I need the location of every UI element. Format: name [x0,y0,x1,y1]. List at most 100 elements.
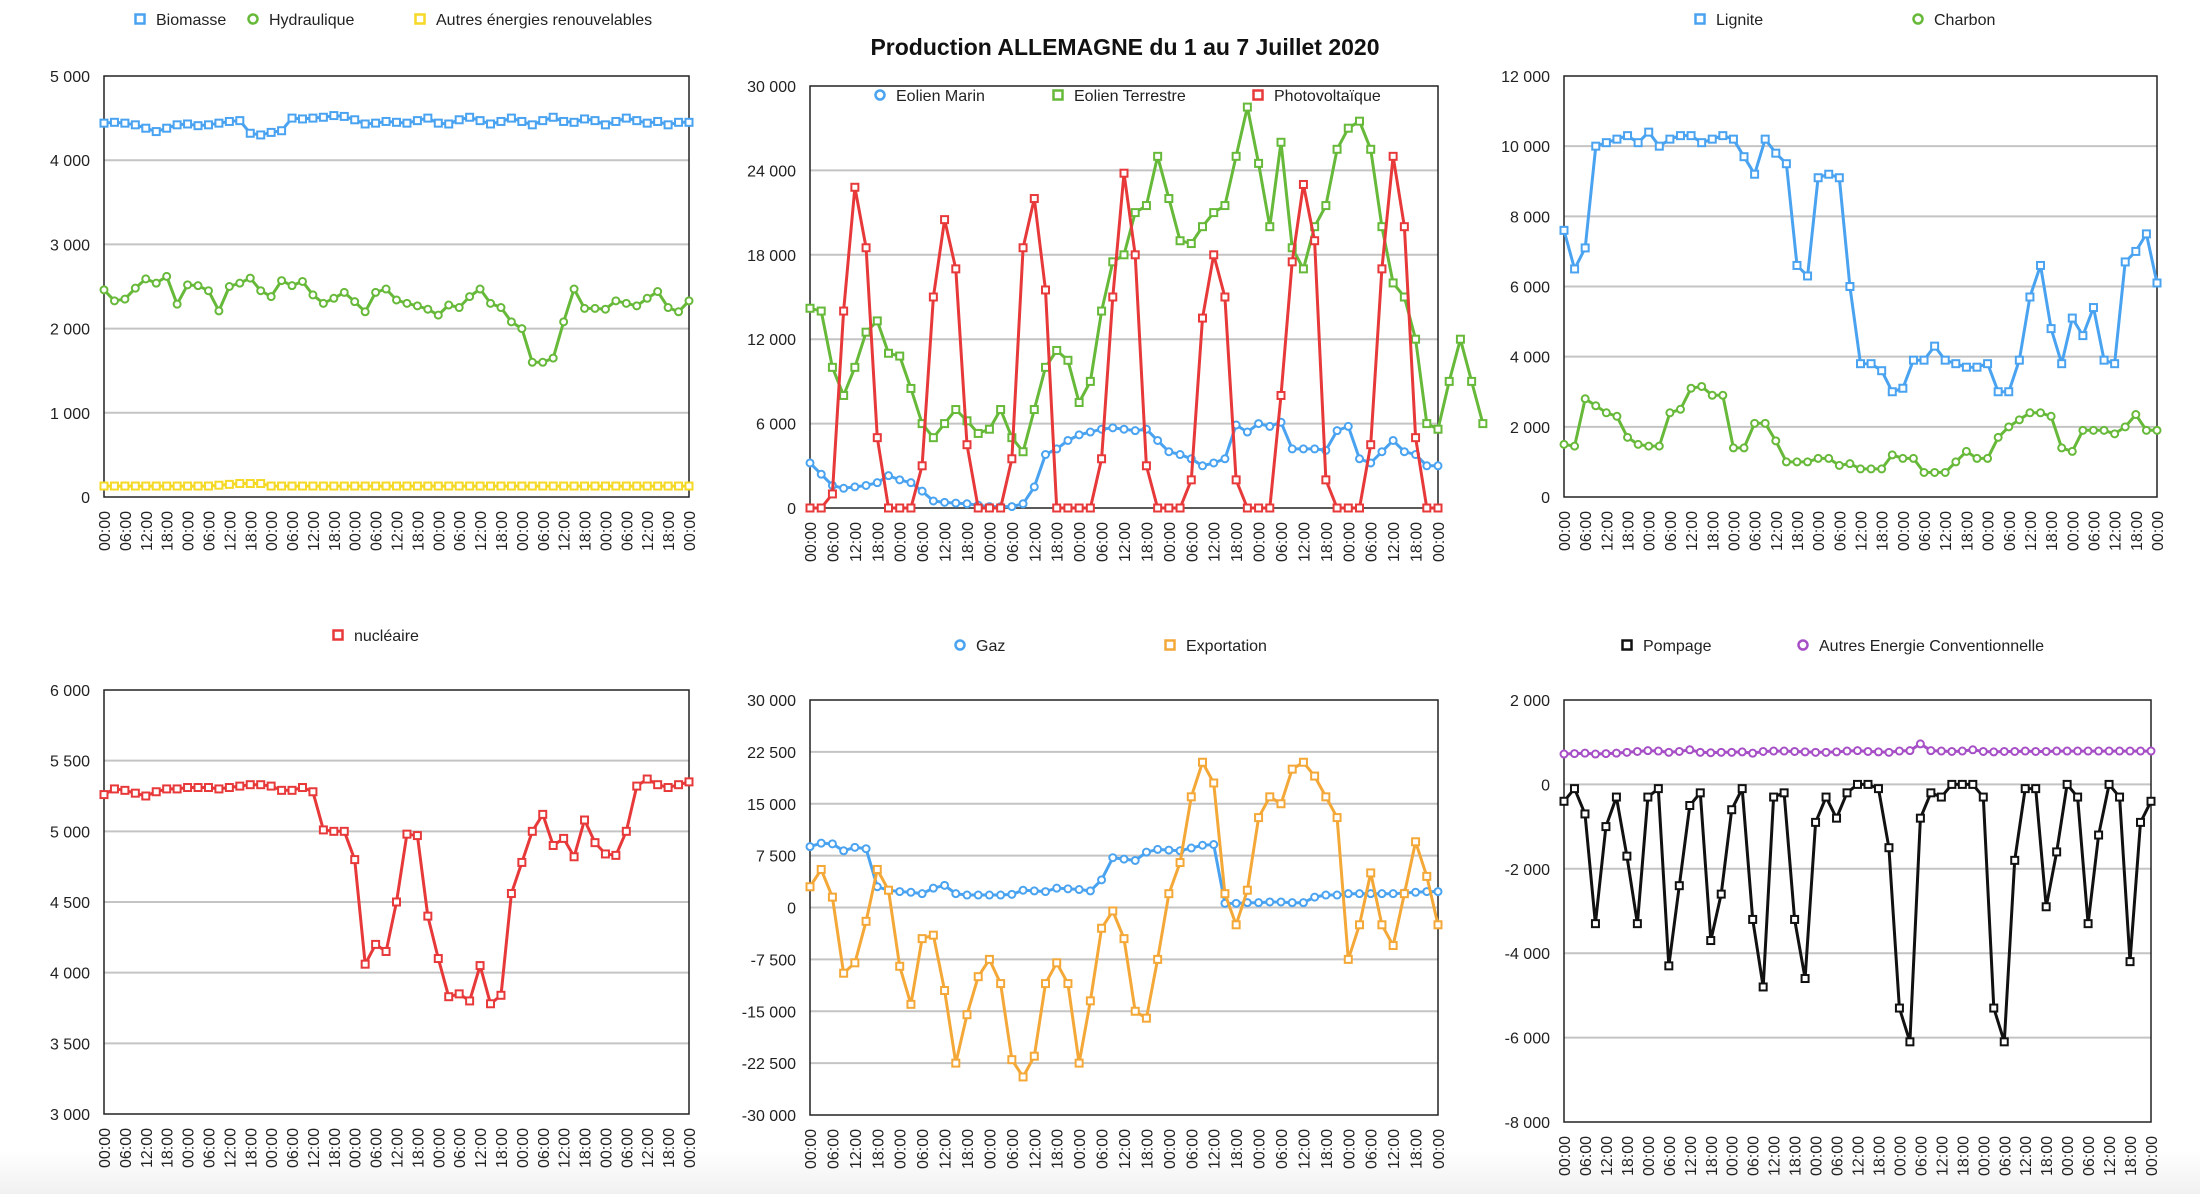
data-point [1209,840,1219,850]
data-point [600,849,610,859]
y-tick-label: 6 000 [1510,280,1550,297]
data-point [996,890,1006,900]
data-point [371,287,381,297]
data-point [381,481,391,491]
data-point [663,481,673,491]
x-tick-label: 00:00 [1809,1136,1826,1176]
data-point [1728,443,1738,453]
data-point [1622,747,1632,757]
data-point [611,850,621,860]
data-point [1653,784,1663,794]
y-tick-label: 5 000 [50,824,90,841]
data-point [2125,957,2135,967]
x-tick-label: 18:00 [1319,522,1336,562]
data-point [371,939,381,949]
data-point [1779,788,1789,798]
data-point [1388,941,1398,951]
y-tick-label: 1 000 [50,406,90,423]
y-tick-label: 0 [787,501,796,518]
data-point [1377,447,1387,457]
data-point [1961,362,1971,372]
data-point [973,428,983,438]
x-tick-label: 00:00 [1252,522,1269,562]
y-tick-label: -2 000 [1505,862,1550,879]
y-tick-label: 6 000 [50,683,90,700]
data-point [1119,168,1129,178]
data-point [203,286,213,296]
data-point [1845,282,1855,291]
data-point [1993,432,2003,442]
data-point [951,264,961,274]
data-point [1936,746,1946,756]
data-point [1467,376,1477,386]
data-point [2067,313,2077,323]
legend-label: Lignite [1716,12,1763,29]
data-point [872,478,882,488]
data-point [1908,453,1918,463]
data-point [906,383,916,393]
data-point [2036,260,2046,270]
data-point [580,114,590,124]
data-point [1654,141,1664,151]
data-point [235,479,245,489]
data-point [590,838,600,848]
data-point [653,481,663,491]
data-point [1654,441,1664,451]
data-point [245,780,255,790]
data-point [1231,475,1241,485]
data-point [1175,503,1185,513]
x-tick-label: 06:00 [369,511,386,551]
data-point [99,790,109,800]
data-point [1411,887,1421,897]
legend-item: Biomasse [134,12,226,29]
data-point [1041,979,1050,989]
data-point [1790,914,1800,924]
data-point [402,118,412,128]
data-point [1097,875,1107,885]
data-point [1422,871,1432,881]
data-point [895,887,905,897]
data-point [339,826,349,836]
data-point [1695,747,1705,757]
data-point [1957,779,1967,789]
data-point [653,116,663,126]
x-tick-label: 12:00 [390,511,407,551]
data-point [1085,886,1095,896]
data-point [109,296,119,306]
data-point [674,307,684,317]
legend-marker-icon [1164,639,1176,651]
chart-nucleaire: 3 000 3 500 4 000 4 500 5 000 5 500 6 000 00:00… [50,628,699,1168]
x-tick-label: 00:00 [1341,1129,1358,1169]
x-tick-label: 06:00 [1578,511,1595,551]
data-point [951,889,961,899]
y-tick-label: -30 000 [742,1108,796,1125]
x-tick-label: 06:00 [2081,1136,2098,1176]
data-point [151,278,161,288]
data-point [816,503,826,513]
data-point [235,278,245,288]
y-tick-label: 7 500 [756,849,796,866]
data-point [805,842,815,852]
data-point [120,294,130,304]
data-point [538,481,548,491]
data-point [1411,334,1421,344]
data-point [1175,858,1185,868]
data-point [1771,148,1781,158]
data-point [1085,427,1095,437]
x-tick-label: 18:00 [1139,1129,1156,1169]
x-tick-label: 06:00 [2002,511,2019,551]
data-point [1707,390,1717,400]
data-point [684,117,694,127]
data-point [423,304,433,314]
legend-marker-icon [954,639,966,651]
legend-marker-icon [874,89,886,101]
data-point [850,482,860,492]
data-point [984,890,994,900]
y-tick-label: 30 000 [747,79,796,96]
data-point [2088,425,2098,435]
data-point [2110,429,2120,439]
x-tick-label: 18:00 [661,1128,678,1168]
data-point [2025,292,2035,302]
data-point [1108,906,1118,916]
x-tick-label: 00:00 [431,511,448,551]
